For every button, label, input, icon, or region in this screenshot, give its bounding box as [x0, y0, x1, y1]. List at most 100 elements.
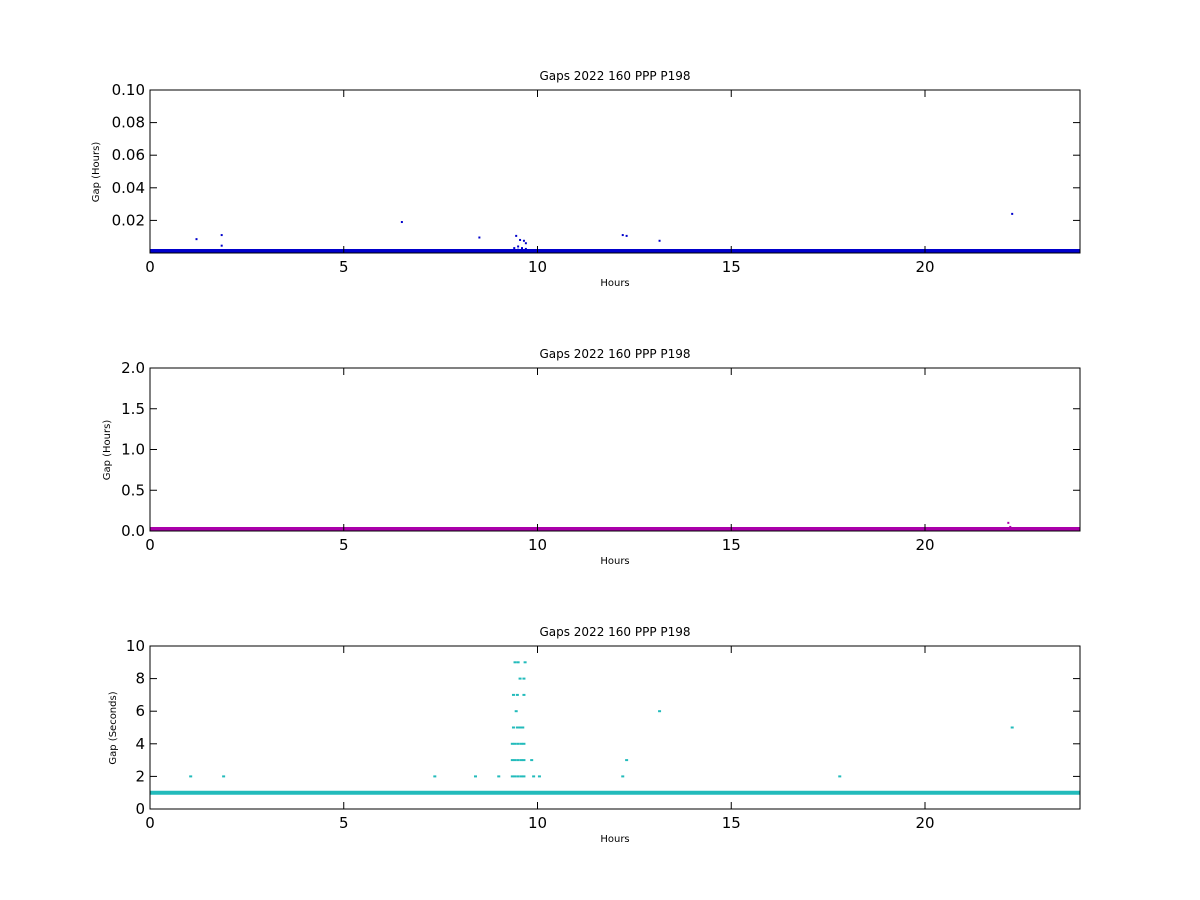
data-point: [838, 775, 842, 778]
data-point: [1007, 521, 1010, 524]
data-point: [514, 710, 518, 713]
data-point: [433, 775, 437, 778]
x-tick-label: 0: [145, 536, 155, 554]
panel-1: Gaps 2022 160 PPP P198 Hours Gap (Hours)…: [91, 69, 1081, 289]
panel-2: Gaps 2022 160 PPP P198 Hours Gap (Hours)…: [102, 347, 1081, 567]
x-tick-label: 10: [528, 536, 547, 554]
data-point: [621, 234, 624, 237]
x-tick-label: 20: [915, 814, 934, 832]
y-tick-label: 0.04: [112, 179, 145, 197]
data-point: [522, 239, 525, 242]
data-point: [513, 661, 517, 664]
data-point: [515, 726, 519, 729]
x-tick-label: 15: [722, 814, 741, 832]
data-point: [658, 239, 661, 242]
data-point: [521, 247, 523, 250]
x-tick-label: 5: [339, 814, 349, 832]
data-point: [530, 759, 534, 762]
plot-frame: [149, 645, 1081, 810]
y-tick-label: 0.02: [112, 211, 145, 229]
data-point: [523, 661, 527, 664]
y-tick-label: 8: [135, 670, 145, 688]
data-point: [517, 245, 520, 248]
x-tick-label: 20: [915, 258, 934, 276]
panel-3: Gaps 2022 160 PPP P198 Hours Gap (Second…: [108, 625, 1081, 845]
data-point: [522, 677, 526, 680]
data-point: [522, 742, 526, 745]
x-tick-label: 15: [722, 536, 741, 554]
y-tick-label: 4: [135, 735, 145, 753]
x-axis-label: Hours: [600, 556, 629, 567]
y-tick-label: 0.10: [112, 81, 145, 99]
plot-frame: [149, 89, 1081, 254]
data-point: [400, 221, 403, 224]
x-tick-label: 5: [339, 536, 349, 554]
data-point: [519, 249, 522, 252]
data-point: [220, 234, 223, 237]
data-point: [1011, 249, 1014, 252]
data-point: [497, 775, 501, 778]
x-tick-label: 0: [145, 814, 155, 832]
data-point: [513, 775, 517, 778]
y-tick-label: 1.0: [121, 441, 145, 459]
data-point: [522, 693, 526, 696]
data-point: [521, 726, 525, 729]
data-point: [516, 759, 520, 762]
data-point: [1010, 726, 1014, 729]
x-tick-label: 15: [722, 258, 741, 276]
data-point: [522, 759, 526, 762]
y-axis-label: Gap (Hours): [102, 420, 113, 481]
data-point: [524, 247, 527, 250]
data-point: [195, 238, 198, 241]
data-point: [519, 742, 523, 745]
data-point: [511, 693, 515, 696]
data-point: [513, 759, 517, 762]
data-point: [510, 775, 514, 778]
x-axis-label: Hours: [600, 278, 629, 289]
data-point: [537, 775, 541, 778]
x-tick-label: 10: [528, 814, 547, 832]
data-point: [518, 726, 522, 729]
data-point: [516, 661, 520, 664]
y-tick-label: 0.08: [112, 114, 145, 132]
data-point: [516, 775, 520, 778]
data-point: [511, 726, 515, 729]
data-point: [524, 242, 527, 245]
data-point: [519, 238, 522, 241]
data-point: [474, 775, 477, 778]
y-axis-label: Gap (Seconds): [108, 691, 119, 764]
y-tick-label: 0: [135, 800, 145, 818]
y-tick-label: 0.06: [112, 146, 145, 164]
data-point: [516, 742, 520, 745]
data-point: [513, 742, 517, 745]
chart-title: Gaps 2022 160 PPP P198: [539, 625, 690, 639]
x-tick-label: 5: [339, 258, 349, 276]
y-axis-label: Gap (Hours): [91, 142, 102, 203]
y-tick-label: 0.5: [121, 481, 145, 499]
data-point: [625, 234, 628, 237]
data-point: [515, 693, 519, 696]
y-tick-label: 6: [135, 702, 145, 720]
y-tick-label: 1.5: [121, 400, 145, 418]
data-point: [519, 775, 523, 778]
data-point: [189, 775, 193, 778]
data-point: [1011, 212, 1014, 215]
data-point: [522, 775, 526, 778]
data-point: [510, 759, 514, 762]
data-point: [517, 529, 520, 532]
data-point: [1009, 525, 1012, 528]
data-point: [621, 775, 625, 778]
data-point: [532, 775, 536, 778]
y-tick-label: 2.0: [121, 359, 145, 377]
chart-title: Gaps 2022 160 PPP P198: [539, 69, 690, 83]
data-point: [518, 677, 522, 680]
y-tick-label: 10: [126, 637, 145, 655]
data-point: [519, 759, 523, 762]
chart-title: Gaps 2022 160 PPP P198: [539, 347, 690, 361]
x-axis-label: Hours: [600, 834, 629, 845]
x-tick-label: 20: [915, 536, 934, 554]
x-tick-label: 0: [145, 258, 155, 276]
data-point: [478, 236, 481, 239]
